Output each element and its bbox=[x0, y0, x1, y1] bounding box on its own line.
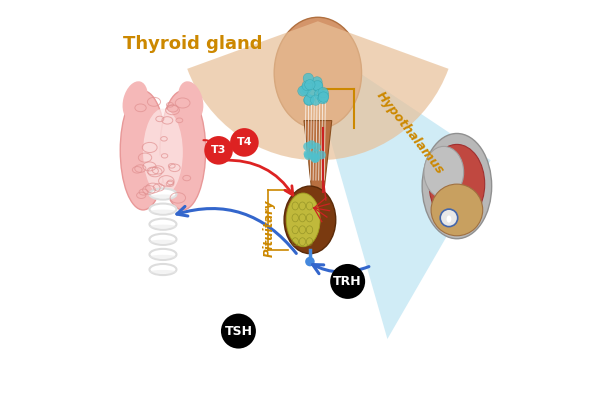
Ellipse shape bbox=[149, 188, 176, 200]
Ellipse shape bbox=[120, 91, 166, 210]
Ellipse shape bbox=[149, 264, 176, 275]
Ellipse shape bbox=[424, 146, 464, 198]
Circle shape bbox=[303, 73, 313, 84]
Text: T3: T3 bbox=[211, 145, 226, 155]
Circle shape bbox=[311, 95, 321, 105]
Ellipse shape bbox=[446, 216, 451, 223]
Circle shape bbox=[312, 142, 321, 151]
Circle shape bbox=[318, 94, 328, 104]
Circle shape bbox=[221, 314, 256, 348]
Circle shape bbox=[311, 149, 320, 158]
Circle shape bbox=[299, 85, 310, 96]
Text: T4: T4 bbox=[236, 138, 252, 148]
Ellipse shape bbox=[431, 184, 483, 236]
Circle shape bbox=[306, 87, 317, 98]
Ellipse shape bbox=[284, 186, 336, 254]
Ellipse shape bbox=[429, 144, 485, 224]
Circle shape bbox=[319, 92, 329, 102]
Text: Pituitary: Pituitary bbox=[262, 199, 275, 257]
Circle shape bbox=[317, 151, 326, 159]
Ellipse shape bbox=[149, 249, 176, 260]
Text: TRH: TRH bbox=[334, 275, 362, 288]
Ellipse shape bbox=[149, 194, 176, 198]
Text: Thyroid gland: Thyroid gland bbox=[123, 35, 263, 53]
Wedge shape bbox=[187, 21, 449, 160]
Polygon shape bbox=[300, 33, 491, 339]
Ellipse shape bbox=[149, 225, 176, 228]
Ellipse shape bbox=[422, 134, 491, 239]
Circle shape bbox=[303, 142, 312, 151]
Circle shape bbox=[304, 150, 313, 158]
Ellipse shape bbox=[149, 210, 176, 214]
Circle shape bbox=[302, 80, 313, 91]
Circle shape bbox=[319, 90, 329, 101]
Ellipse shape bbox=[178, 81, 203, 120]
Circle shape bbox=[313, 81, 323, 92]
Circle shape bbox=[301, 83, 312, 93]
Circle shape bbox=[311, 154, 320, 162]
Text: Hypothalamus: Hypothalamus bbox=[373, 89, 446, 177]
Ellipse shape bbox=[139, 155, 187, 177]
Ellipse shape bbox=[149, 270, 176, 274]
Ellipse shape bbox=[274, 17, 362, 128]
Ellipse shape bbox=[286, 193, 320, 247]
Ellipse shape bbox=[149, 204, 176, 215]
Ellipse shape bbox=[149, 255, 176, 259]
Circle shape bbox=[309, 152, 318, 161]
Circle shape bbox=[304, 151, 313, 160]
Circle shape bbox=[304, 95, 314, 106]
Circle shape bbox=[311, 154, 319, 163]
Circle shape bbox=[305, 257, 314, 266]
Circle shape bbox=[204, 136, 233, 165]
Text: TSH: TSH bbox=[224, 324, 253, 338]
Ellipse shape bbox=[143, 109, 183, 196]
Circle shape bbox=[314, 89, 325, 100]
Ellipse shape bbox=[149, 234, 176, 245]
Polygon shape bbox=[304, 120, 332, 192]
Circle shape bbox=[318, 87, 328, 98]
Circle shape bbox=[440, 209, 458, 227]
Ellipse shape bbox=[122, 81, 148, 120]
Circle shape bbox=[307, 140, 316, 149]
Circle shape bbox=[230, 128, 259, 157]
Circle shape bbox=[312, 77, 322, 87]
Circle shape bbox=[298, 86, 308, 96]
Circle shape bbox=[305, 80, 315, 90]
Ellipse shape bbox=[149, 240, 176, 244]
Ellipse shape bbox=[160, 91, 206, 210]
Circle shape bbox=[304, 95, 314, 105]
Circle shape bbox=[313, 80, 323, 91]
Ellipse shape bbox=[149, 219, 176, 230]
Circle shape bbox=[330, 264, 365, 299]
